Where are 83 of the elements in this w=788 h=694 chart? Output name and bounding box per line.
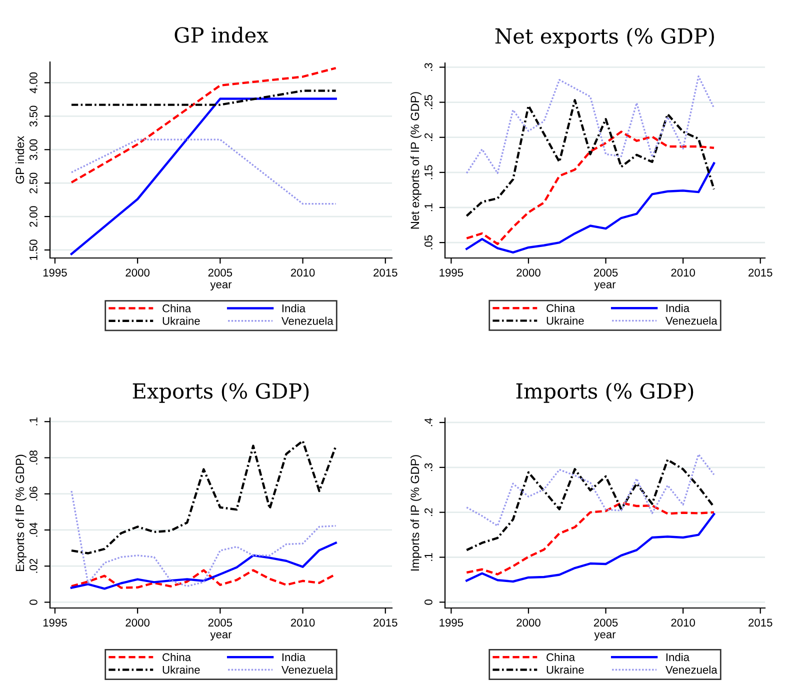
y-tick-label: .1 xyxy=(424,203,432,212)
line-series xyxy=(466,75,715,174)
x-tick-label: 2015 xyxy=(748,618,772,627)
x-tick-label: 2015 xyxy=(374,618,398,627)
legend-label: China xyxy=(546,652,576,662)
y-tick-label: 4.00 xyxy=(30,72,38,94)
y-tick-label: .02 xyxy=(30,558,38,573)
x-tick-label: 2000 xyxy=(126,618,150,627)
legend-label: Venezuela xyxy=(665,666,718,674)
chart-title: Imports (% GDP) xyxy=(516,382,694,403)
x-tick-label: 2000 xyxy=(126,268,150,277)
legend-label: Ukraine xyxy=(546,666,584,674)
x-tick-label: 1995 xyxy=(440,268,464,277)
legend-label: India xyxy=(282,304,306,312)
y-axis-title: Imports of IP (% GDP) xyxy=(410,455,422,571)
y-tick-label: .4 xyxy=(424,418,432,426)
y-tick-label: .05 xyxy=(424,235,432,250)
legend-label: Ukraine xyxy=(546,316,584,325)
legend-label: India xyxy=(666,304,690,312)
y-tick-label: .2 xyxy=(424,133,432,141)
y-tick-label: .3 xyxy=(424,463,432,472)
y-tick-label: .2 xyxy=(424,508,432,516)
x-axis-title: year xyxy=(594,282,616,291)
x-tick-label: 2005 xyxy=(594,618,618,627)
y-tick-label: 2.00 xyxy=(30,206,38,227)
y-tick-label: 3.00 xyxy=(30,139,38,160)
y-tick-label: .15 xyxy=(424,165,432,180)
x-axis-title: year xyxy=(210,282,232,291)
legend-label: China xyxy=(546,304,576,312)
y-axis-title: GP index xyxy=(15,136,24,184)
legend-label: India xyxy=(282,652,306,662)
x-axis-title: year xyxy=(210,632,232,641)
y-tick-label: .3 xyxy=(424,63,432,71)
x-tick-label: 1995 xyxy=(43,618,67,627)
y-tick-label: .1 xyxy=(424,553,432,561)
y-tick-label: 2.50 xyxy=(30,172,38,194)
chart-title: GP index xyxy=(174,26,268,43)
x-tick-label: 2005 xyxy=(594,268,618,277)
x-tick-label: 2015 xyxy=(748,268,772,277)
x-tick-label: 2000 xyxy=(516,268,540,277)
x-tick-label: 2005 xyxy=(208,618,232,627)
line-series xyxy=(466,458,716,552)
x-tick-label: 2000 xyxy=(516,618,540,627)
x-tick-label: 1995 xyxy=(43,268,67,277)
line-series xyxy=(70,490,337,587)
y-tick-label: 0 xyxy=(30,600,38,605)
legend-label: Ukraine xyxy=(162,666,200,674)
y-tick-label: 0 xyxy=(424,600,432,605)
line-series xyxy=(466,162,716,254)
line-series xyxy=(70,542,337,590)
x-tick-label: 2010 xyxy=(671,268,695,277)
line-series xyxy=(466,130,716,246)
line-series xyxy=(466,454,715,527)
legend-label: India xyxy=(666,652,690,662)
y-tick-label: .04 xyxy=(30,522,38,537)
line-series xyxy=(70,66,337,184)
legend-label: Venezuela xyxy=(281,316,334,325)
y-tick-label: 1.50 xyxy=(30,240,38,260)
y-axis-title: Exports of IP (% GDP) xyxy=(15,454,26,571)
legend-label: China xyxy=(162,652,192,662)
x-tick-label: 2005 xyxy=(208,268,232,277)
x-tick-label: 2010 xyxy=(290,268,315,277)
x-tick-label: 2010 xyxy=(671,618,695,627)
y-tick-label: .1 xyxy=(30,418,38,426)
y-axis-title: Net exports of IP (% GDP) xyxy=(410,92,422,229)
x-axis-title: year xyxy=(594,632,616,641)
legend-label: China xyxy=(162,304,192,312)
legend-label: Ukraine xyxy=(162,316,200,325)
line-series xyxy=(466,513,716,583)
chart-title: Net exports (% GDP) xyxy=(495,28,714,48)
legend-label: Venezuela xyxy=(281,666,334,674)
line-series xyxy=(466,99,716,218)
y-tick-label: .25 xyxy=(424,95,432,109)
x-tick-label: 2010 xyxy=(290,618,315,627)
y-tick-label: 3.50 xyxy=(30,106,38,127)
line-series xyxy=(70,440,337,554)
chart-title: Exports (% GDP) xyxy=(132,382,309,403)
x-tick-label: 1995 xyxy=(440,618,464,627)
y-tick-label: .06 xyxy=(30,486,38,501)
y-tick-label: .08 xyxy=(30,450,38,464)
x-tick-label: 2015 xyxy=(374,268,398,277)
line-series xyxy=(466,502,716,576)
legend-label: Venezuela xyxy=(665,316,718,325)
